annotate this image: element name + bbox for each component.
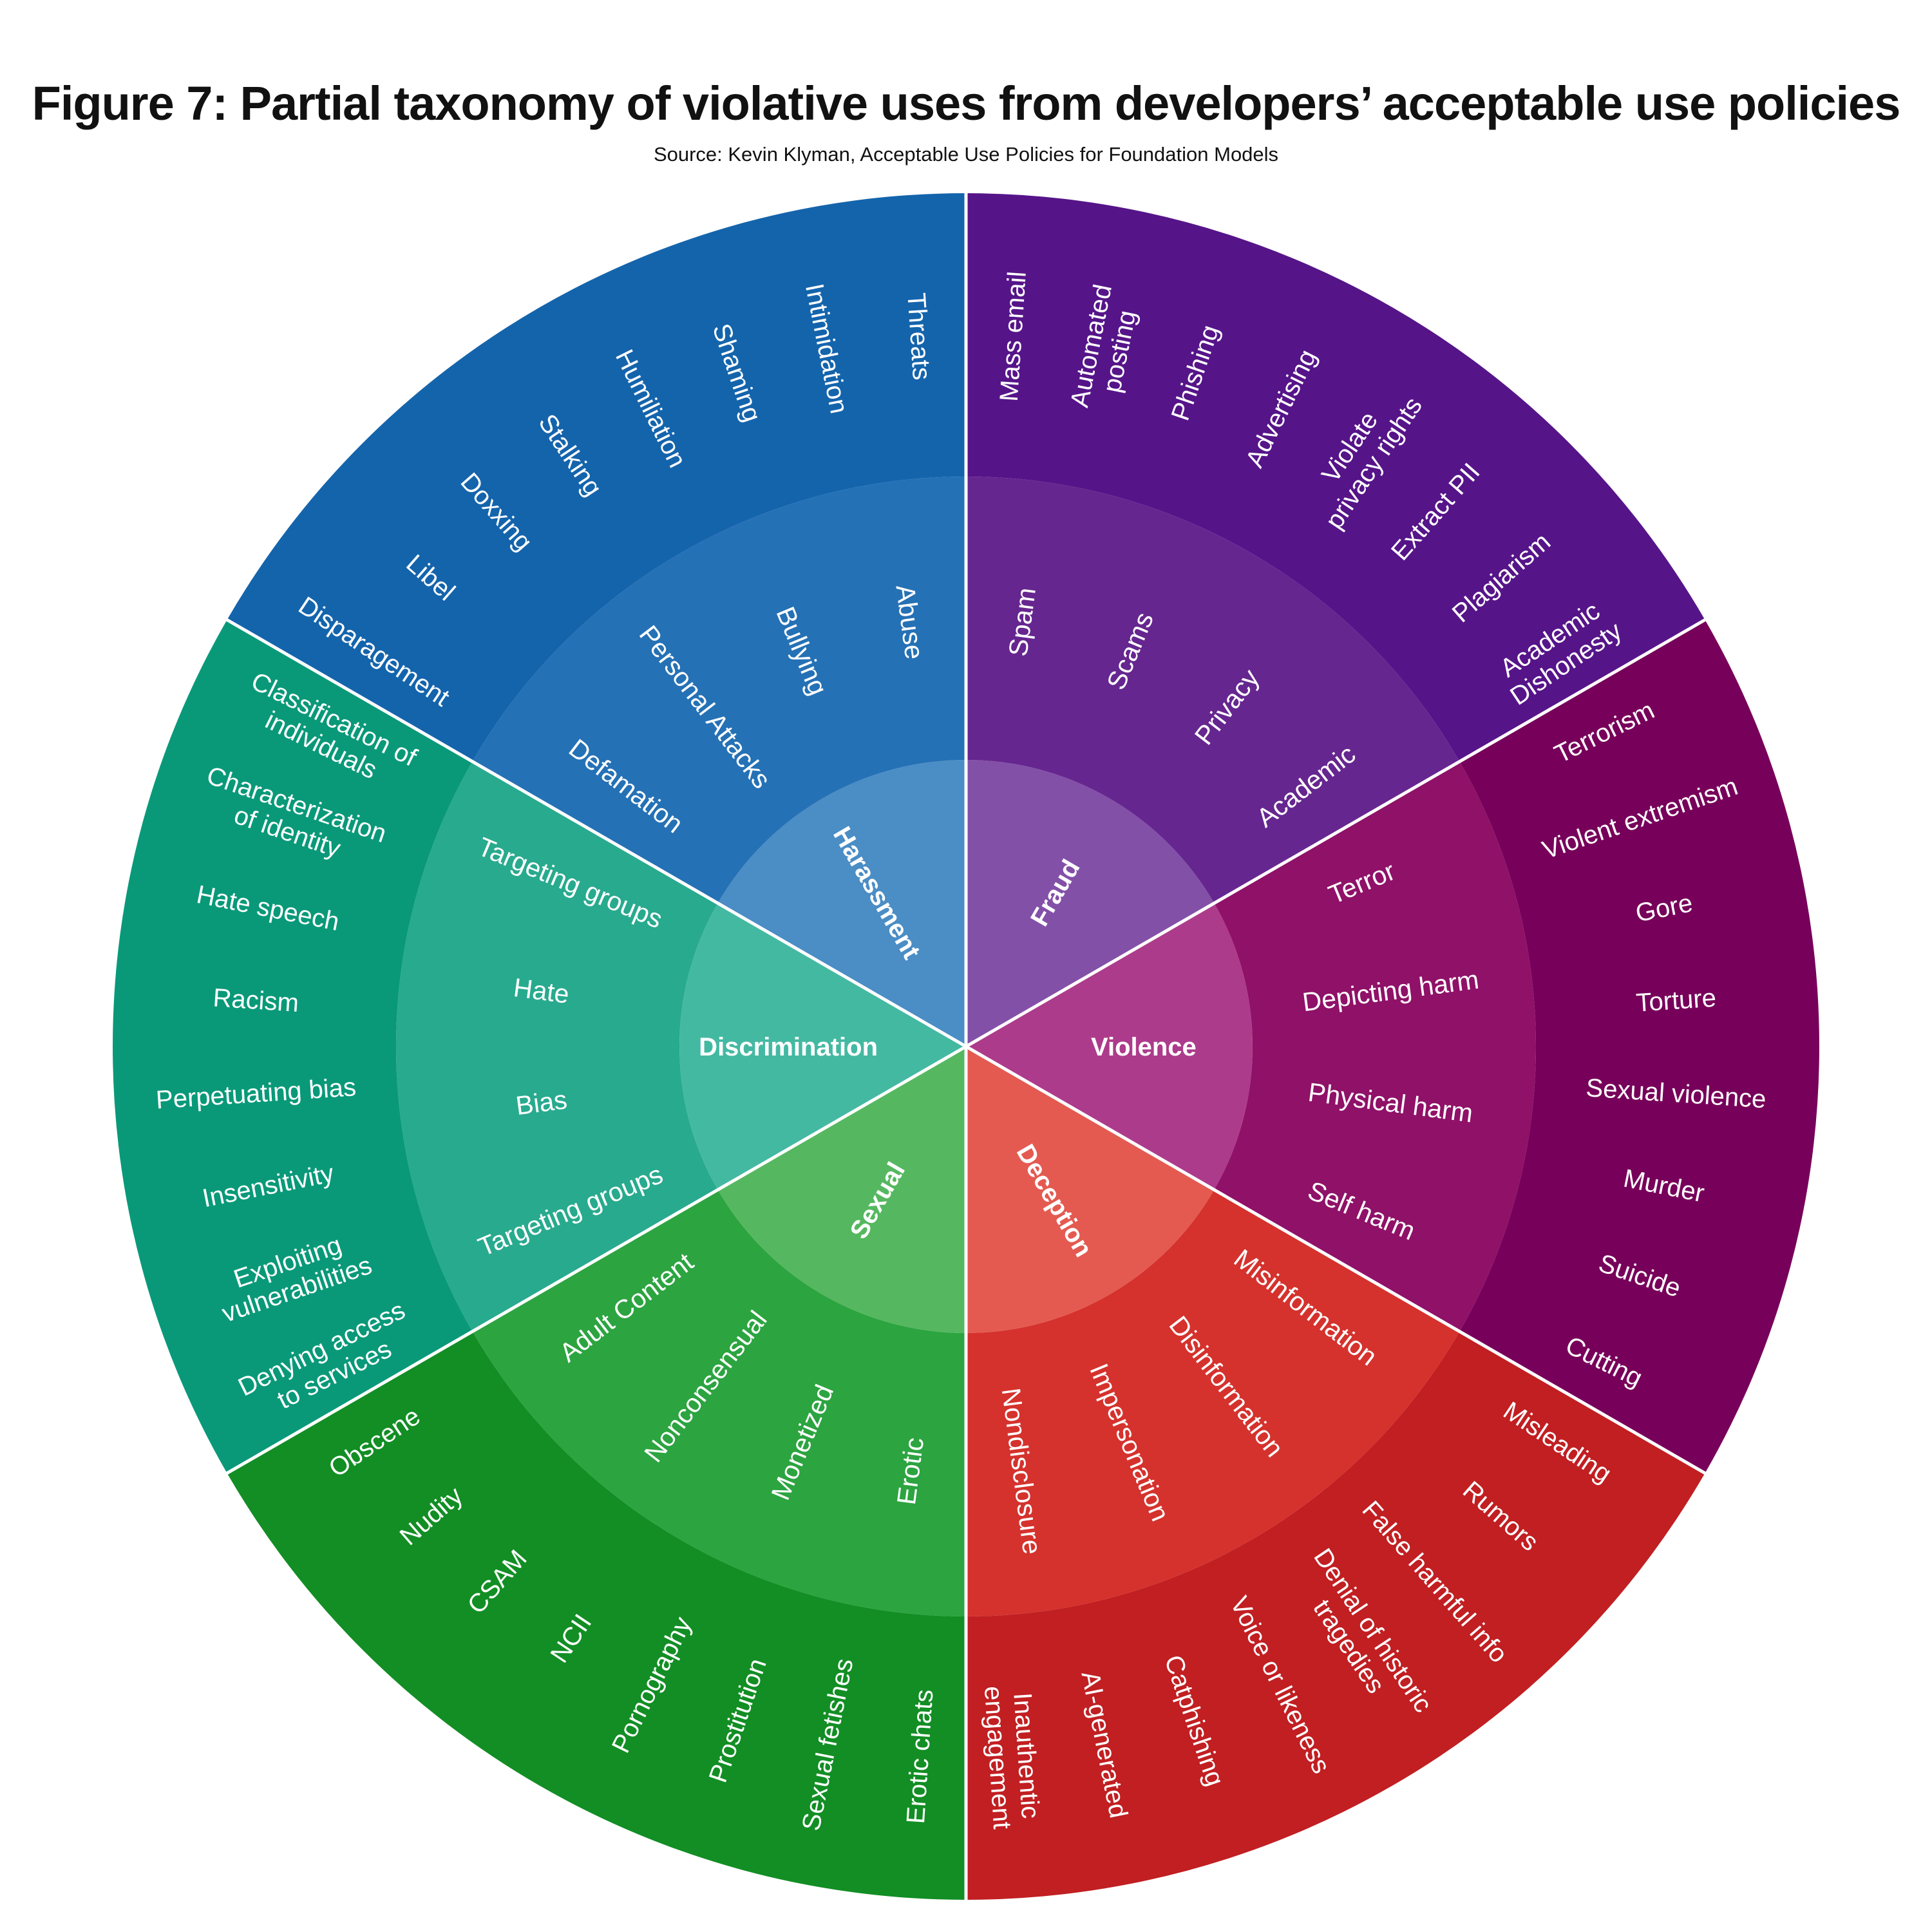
subcategory-ring-wedge bbox=[472, 477, 966, 904]
leaf-label: Threats bbox=[902, 292, 936, 381]
subcategory-ring-wedge bbox=[472, 1189, 966, 1616]
subcategory-ring-wedge bbox=[966, 1189, 1460, 1616]
subcategory-ring-wedge bbox=[396, 761, 718, 1332]
leaf-ring-wedge bbox=[966, 193, 1705, 762]
subcategory-ring-wedge bbox=[966, 477, 1460, 904]
leaf-label: Racism bbox=[212, 983, 299, 1018]
sunburst-rings bbox=[112, 193, 1819, 1900]
category-wedge bbox=[717, 760, 966, 1046]
leaf-ring-wedge bbox=[966, 1331, 1705, 1900]
category-separator bbox=[223, 617, 967, 1048]
leaf-label: Inauthenticengagement bbox=[979, 1683, 1045, 1830]
subcategory-label: Bias bbox=[514, 1084, 569, 1121]
category-wedge bbox=[966, 903, 1253, 1190]
leaf-ring-wedge bbox=[227, 193, 966, 762]
category-separator bbox=[965, 1045, 1709, 1476]
category-wedge bbox=[966, 1046, 1215, 1333]
category-separator bbox=[223, 1045, 967, 1476]
category-label: Discrimination bbox=[699, 1033, 878, 1061]
leaf-ring-wedge bbox=[227, 1331, 966, 1900]
subcategory-ring-wedge bbox=[1214, 761, 1536, 1332]
leaf-label: Torture bbox=[1635, 984, 1717, 1018]
category-wedge bbox=[966, 760, 1215, 1046]
leaf-ring-wedge bbox=[112, 620, 473, 1473]
page-subtitle: Source: Kevin Klyman, Acceptable Use Pol… bbox=[653, 143, 1279, 166]
leaf-ring-wedge bbox=[1459, 620, 1819, 1473]
category-label: Violence bbox=[1091, 1033, 1197, 1061]
page-title: Figure 7: Partial taxonomy of violative … bbox=[32, 77, 1901, 130]
category-wedge bbox=[717, 1046, 966, 1333]
category-separator bbox=[965, 617, 1709, 1048]
category-separators bbox=[223, 191, 1709, 1902]
subcategory-label: Hate bbox=[512, 972, 571, 1009]
category-wedge bbox=[679, 903, 966, 1190]
